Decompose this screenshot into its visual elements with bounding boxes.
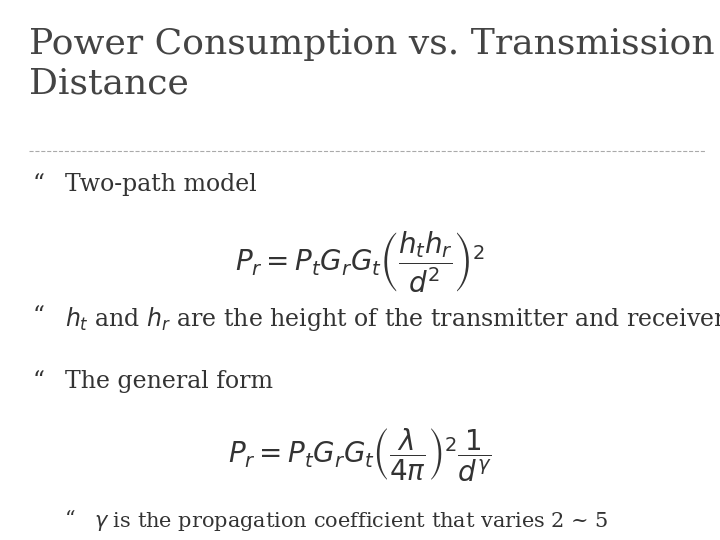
Text: Two-path model: Two-path model — [65, 173, 256, 196]
Text: $h_t$ and $h_r$ are the height of the transmitter and receiver: $h_t$ and $h_r$ are the height of the tr… — [65, 305, 720, 333]
Text: The general form: The general form — [65, 370, 273, 393]
Text: “: “ — [32, 173, 45, 196]
Text: “: “ — [65, 510, 76, 529]
Text: “: “ — [32, 370, 45, 393]
Text: $P_r = P_t G_r G_t \left(\dfrac{h_t h_r}{d^2}\right)^2$: $P_r = P_t G_r G_t \left(\dfrac{h_t h_r}… — [235, 230, 485, 295]
Text: “: “ — [32, 305, 45, 328]
Text: Power Consumption vs. Transmission
Distance: Power Consumption vs. Transmission Dista… — [29, 27, 714, 100]
Text: $\gamma$ is the propagation coefficient that varies 2 ~ 5: $\gamma$ is the propagation coefficient … — [94, 510, 608, 534]
Text: $P_r = P_t G_r G_t \left(\dfrac{\lambda}{4\pi}\right)^2 \dfrac{1}{d^\gamma}$: $P_r = P_t G_r G_t \left(\dfrac{\lambda}… — [228, 427, 492, 484]
